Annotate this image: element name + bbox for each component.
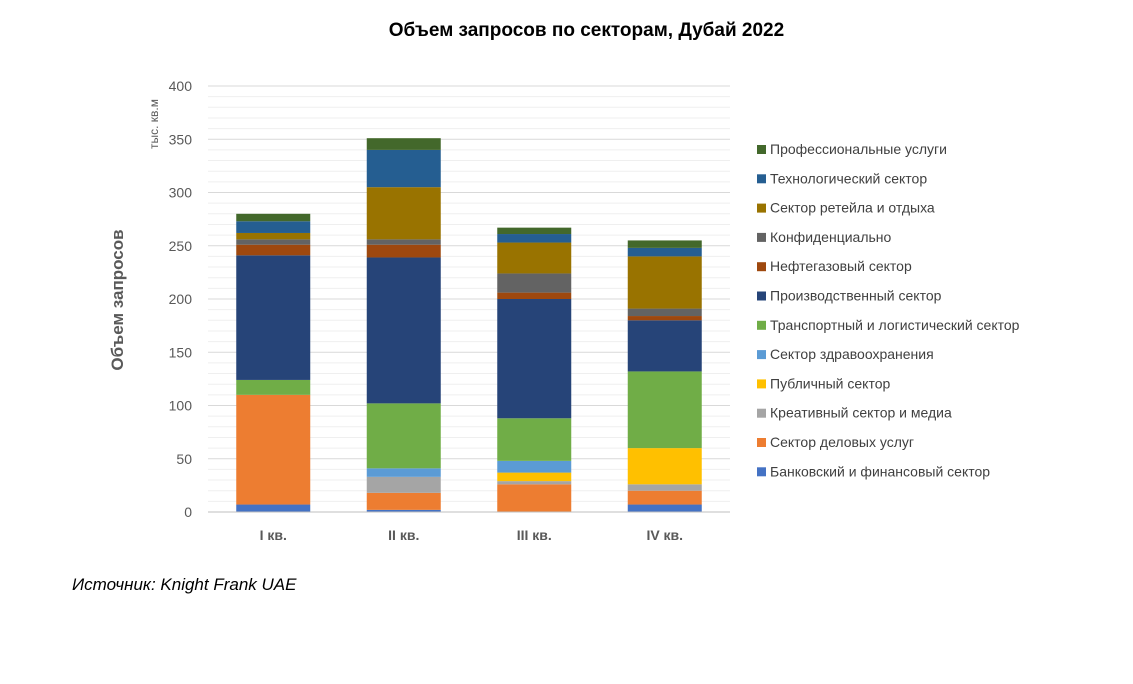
bar-segment [627,316,702,321]
bar-segment [627,484,702,491]
bar-segment [236,379,311,395]
axes: 0 50 100 150 200 250 300 350 400 Объем запросов ты… [108,78,730,543]
legend-swatch [757,408,766,418]
legend-swatch [757,438,766,447]
y-tick-label: 200 [169,291,193,307]
bar-segment [236,221,311,233]
bar-segment [497,292,572,299]
legend-label: Транспортный и логистический сектор [770,317,1020,333]
bar-segment [627,490,702,505]
bar-segment [497,299,572,419]
bar-segment [366,149,441,188]
x-tick-label: III кв. [517,527,552,543]
y-tick-label: 350 [169,131,193,147]
legend-label: Сектор деловых услуг [770,434,914,450]
bar-segment [236,244,311,256]
source-note: Источник: Knight Frank UAE [72,575,297,594]
bar-segment [497,273,572,293]
y-tick-label: 250 [169,238,193,254]
legend-label: Креативный сектор и медиа [770,405,952,421]
bar-segment [497,227,572,235]
y-tick-label: 400 [169,78,193,94]
y-tick-label: 0 [184,504,192,520]
legend-swatch [757,320,766,330]
bar-segment [497,234,572,243]
legend: Профессиональные услуги Технологический с… [757,141,1020,479]
bar-segment [627,240,702,248]
bar-segment [366,187,441,240]
bar-segment [236,255,311,380]
legend-swatch [757,203,766,213]
legend-swatch [757,232,766,242]
legend-swatch [757,379,766,389]
bar-segment [366,244,441,258]
legend-swatch [757,145,766,154]
x-tick-label: II кв. [388,527,419,543]
bar-segment [627,320,702,372]
bar-segment [497,460,572,473]
chart-title: Объем запросов по секторам, Дубай 2022 [388,20,785,41]
x-tick-label: IV кв. [646,527,683,543]
bars [236,138,702,512]
bar-segment [366,509,441,512]
bar-segment [366,492,441,510]
bar-segment [366,468,441,477]
bar-segment [236,213,311,222]
y-tick-label: 150 [169,344,193,360]
bar-segment [627,448,702,485]
legend-swatch [757,467,766,477]
y-axis-unit: тыс. кв.м [147,99,161,149]
y-axis-title: Объем запросов [108,229,127,370]
legend-label: Сектор здравоохранения [770,346,934,362]
legend-label: Профессиональные услуги [770,141,947,157]
legend-label: Производственный сектор [770,288,942,304]
bar-segment [236,239,311,245]
legend-label: Нефтегазовый сектор [770,258,912,274]
legend-label: Публичный сектор [770,375,891,391]
x-tick-label: I кв. [260,527,287,543]
legend-swatch [757,291,766,301]
legend-label: Банковский и финансовый сектор [770,463,990,479]
bar-segment [627,256,702,309]
bar-segment [366,257,441,404]
bar-segment [236,394,311,505]
bar-segment [366,476,441,493]
y-tick-label: 100 [169,398,193,414]
bar-segment [627,308,702,317]
bar-segment [627,247,702,257]
bar-segment [627,504,702,512]
bar-segment [497,472,572,482]
legend-swatch [757,174,766,184]
legend-label: Технологический сектор [770,170,927,186]
bar-segment [366,403,441,469]
bar-segment [497,418,572,461]
bar-segment [366,239,441,245]
bar-segment [236,504,311,512]
bar-segment [627,371,702,449]
bar-segment [497,484,572,512]
legend-label: Сектор ретейла и отдыха [770,200,935,216]
bar-segment [236,232,311,240]
bar-segment [497,481,572,485]
legend-swatch [757,262,766,272]
bar-segment [497,242,572,274]
y-tick-label: 300 [169,185,193,201]
bar-segment [366,138,441,150]
legend-swatch [757,350,766,360]
legend-label: Конфиденциально [770,229,892,245]
y-tick-label: 50 [176,451,192,467]
